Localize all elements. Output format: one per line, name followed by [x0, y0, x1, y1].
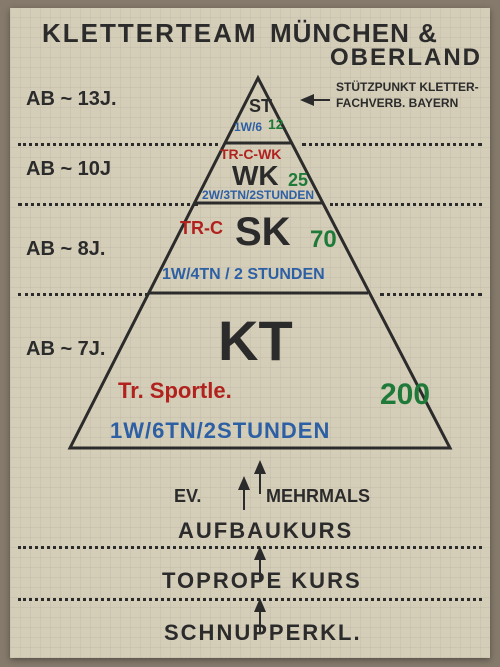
bottom-step-aufbau: AUFBAUKURS	[178, 518, 353, 544]
level-kt-trainer: Tr. Sportle.	[118, 378, 232, 404]
bottom-step-toprope: TOPROPE KURS	[162, 568, 362, 594]
level-st-big: ST	[249, 96, 272, 117]
paper-sheet: KLETTERTEAM MÜNCHEN & OBERLAND AB ~ 13J.…	[10, 8, 490, 658]
level-wk-sched: 2W/3TN/2STUNDEN	[202, 188, 314, 202]
bottom-ev: EV.	[174, 486, 201, 507]
level-st-count: 12	[268, 116, 284, 132]
arrow-up-icon	[254, 460, 266, 474]
level-kt-sched: 1W/6TN/2STUNDEN	[110, 418, 330, 444]
dotted-line	[18, 546, 482, 549]
level-sk-sched: 1W/4TN / 2 STUNDEN	[162, 266, 325, 284]
level-sk-count: 70	[310, 226, 337, 254]
arrow-up-icon	[238, 476, 250, 490]
level-kt-big: KT	[218, 308, 293, 373]
level-sk-big: SK	[235, 210, 291, 255]
level-st-sched: 1W/6	[234, 120, 262, 134]
level-sk-trainer: TR-C	[180, 218, 223, 239]
bottom-step-schnupper: SCHNUPPERKL.	[164, 620, 362, 646]
dotted-line	[18, 598, 482, 601]
level-kt-count: 200	[380, 378, 430, 412]
bottom-mehrmals: MEHRMALS	[266, 486, 370, 507]
arrow-up-icon	[254, 546, 266, 560]
arrow-up-icon	[254, 598, 266, 612]
